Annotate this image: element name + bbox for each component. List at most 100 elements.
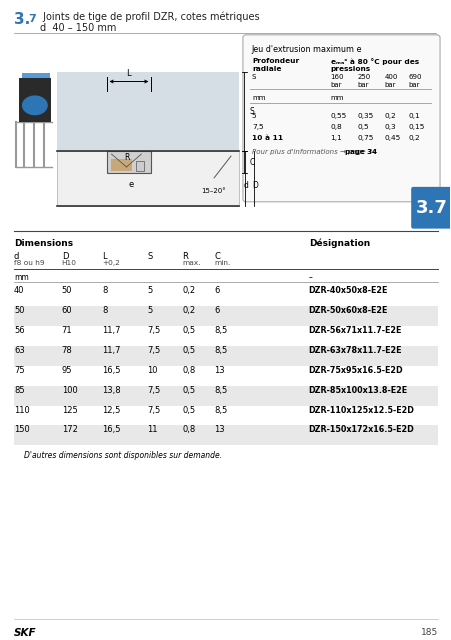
Text: 15–20°: 15–20° (201, 188, 226, 194)
Text: D: D (251, 181, 257, 190)
Text: mm: mm (14, 273, 28, 282)
Bar (22, 72, 50, 97)
Text: 56: 56 (14, 326, 24, 335)
Text: DZR-40x50x8-E2E: DZR-40x50x8-E2E (308, 286, 387, 295)
Text: L: L (102, 252, 107, 262)
Bar (14, 386, 437, 406)
Text: bar: bar (407, 81, 419, 88)
Text: 78: 78 (62, 346, 72, 355)
Text: 0,5: 0,5 (182, 346, 195, 355)
Text: 125: 125 (62, 406, 77, 415)
Text: 11,7: 11,7 (102, 326, 121, 335)
Bar (136, 161, 144, 171)
Text: 400: 400 (383, 74, 397, 79)
Bar (14, 306, 437, 326)
Text: 5: 5 (251, 113, 256, 119)
Text: d  40 – 150 mm: d 40 – 150 mm (40, 23, 116, 33)
Text: min.: min. (214, 260, 230, 266)
Text: Profondeur: Profondeur (251, 58, 299, 63)
Text: 50: 50 (14, 306, 24, 315)
Text: bar: bar (330, 81, 341, 88)
Text: 5: 5 (147, 286, 152, 295)
Bar (19, 77, 51, 122)
Text: 0,15: 0,15 (407, 124, 423, 131)
Text: 110: 110 (14, 406, 30, 415)
Text: d: d (244, 181, 248, 190)
Text: 75: 75 (14, 366, 24, 375)
Text: pressions: pressions (330, 66, 370, 72)
Text: 85: 85 (14, 386, 24, 395)
Text: DZR-110x125x12.5-E2D: DZR-110x125x12.5-E2D (308, 406, 414, 415)
Text: 0,35: 0,35 (357, 113, 373, 119)
Text: 1,1: 1,1 (330, 135, 341, 141)
Text: 0,8: 0,8 (182, 426, 195, 435)
Text: 11,7: 11,7 (102, 346, 121, 355)
Text: 7,5: 7,5 (147, 406, 160, 415)
Bar (57, 151, 239, 205)
Text: 172: 172 (62, 426, 78, 435)
Text: 8: 8 (102, 286, 108, 295)
Text: 0,5: 0,5 (357, 124, 368, 131)
Text: f8 ou h9: f8 ou h9 (14, 260, 45, 266)
Bar (57, 72, 239, 151)
Text: 250: 250 (357, 74, 370, 79)
Text: 8,5: 8,5 (214, 346, 227, 355)
Text: +0,2: +0,2 (102, 260, 120, 266)
Text: 16,5: 16,5 (102, 426, 121, 435)
Text: Joints de tige de profil DZR, cotes métriques: Joints de tige de profil DZR, cotes métr… (40, 12, 259, 22)
Text: 8: 8 (102, 306, 108, 315)
Text: S: S (147, 252, 152, 262)
Text: 7,5: 7,5 (147, 326, 160, 335)
Text: 0,2: 0,2 (182, 286, 195, 295)
Text: 0,3: 0,3 (383, 124, 395, 131)
Text: S: S (249, 107, 254, 116)
Text: 0,5: 0,5 (182, 326, 195, 335)
Text: SKF: SKF (14, 628, 37, 638)
Text: 50: 50 (62, 286, 72, 295)
Text: D'autres dimensions sont disponibles sur demande.: D'autres dimensions sont disponibles sur… (24, 451, 221, 460)
Text: 0,75: 0,75 (357, 135, 373, 141)
Text: 10: 10 (147, 366, 157, 375)
Text: 150: 150 (14, 426, 30, 435)
Text: DZR-150x172x16.5-E2D: DZR-150x172x16.5-E2D (308, 426, 414, 435)
Text: 40: 40 (14, 286, 24, 295)
Ellipse shape (22, 95, 48, 115)
Bar (14, 346, 437, 366)
Text: Désignation: Désignation (308, 239, 369, 248)
Text: 690: 690 (407, 74, 421, 79)
Text: L: L (126, 68, 131, 77)
Text: 63: 63 (14, 346, 25, 355)
Text: 3.: 3. (14, 12, 30, 27)
Text: DZR-50x60x8-E2E: DZR-50x60x8-E2E (308, 306, 387, 315)
Text: 95: 95 (62, 366, 72, 375)
Bar (110, 159, 132, 171)
Text: Jeu d'extrusion maximum e: Jeu d'extrusion maximum e (251, 45, 362, 54)
Text: C: C (249, 157, 254, 166)
Text: 16,5: 16,5 (102, 366, 121, 375)
Text: 0,2: 0,2 (407, 135, 419, 141)
Text: –: – (308, 273, 312, 282)
Text: 10 à 11: 10 à 11 (251, 135, 282, 141)
Text: 100: 100 (62, 386, 77, 395)
Text: 7,5: 7,5 (147, 386, 160, 395)
Text: 0,5: 0,5 (182, 406, 195, 415)
Text: 160: 160 (330, 74, 343, 79)
Text: DZR-75x95x16.5-E2D: DZR-75x95x16.5-E2D (308, 366, 402, 375)
Text: C: C (214, 252, 220, 262)
Text: page 34: page 34 (345, 149, 377, 155)
Text: DZR-63x78x11.7-E2E: DZR-63x78x11.7-E2E (308, 346, 401, 355)
Text: 12,5: 12,5 (102, 406, 121, 415)
Text: 0,8: 0,8 (182, 366, 195, 375)
Text: 185: 185 (420, 628, 437, 637)
FancyBboxPatch shape (410, 187, 451, 228)
Text: radiale: radiale (251, 66, 281, 72)
Text: DZR-56x71x11.7-E2E: DZR-56x71x11.7-E2E (308, 326, 401, 335)
Text: 6: 6 (214, 286, 219, 295)
Text: 71: 71 (62, 326, 72, 335)
Text: DZR-85x100x13.8-E2E: DZR-85x100x13.8-E2E (308, 386, 407, 395)
Text: 11: 11 (147, 426, 157, 435)
Text: mm: mm (251, 95, 265, 101)
Text: 13: 13 (214, 366, 224, 375)
Text: 13: 13 (214, 426, 224, 435)
Bar (14, 426, 437, 445)
